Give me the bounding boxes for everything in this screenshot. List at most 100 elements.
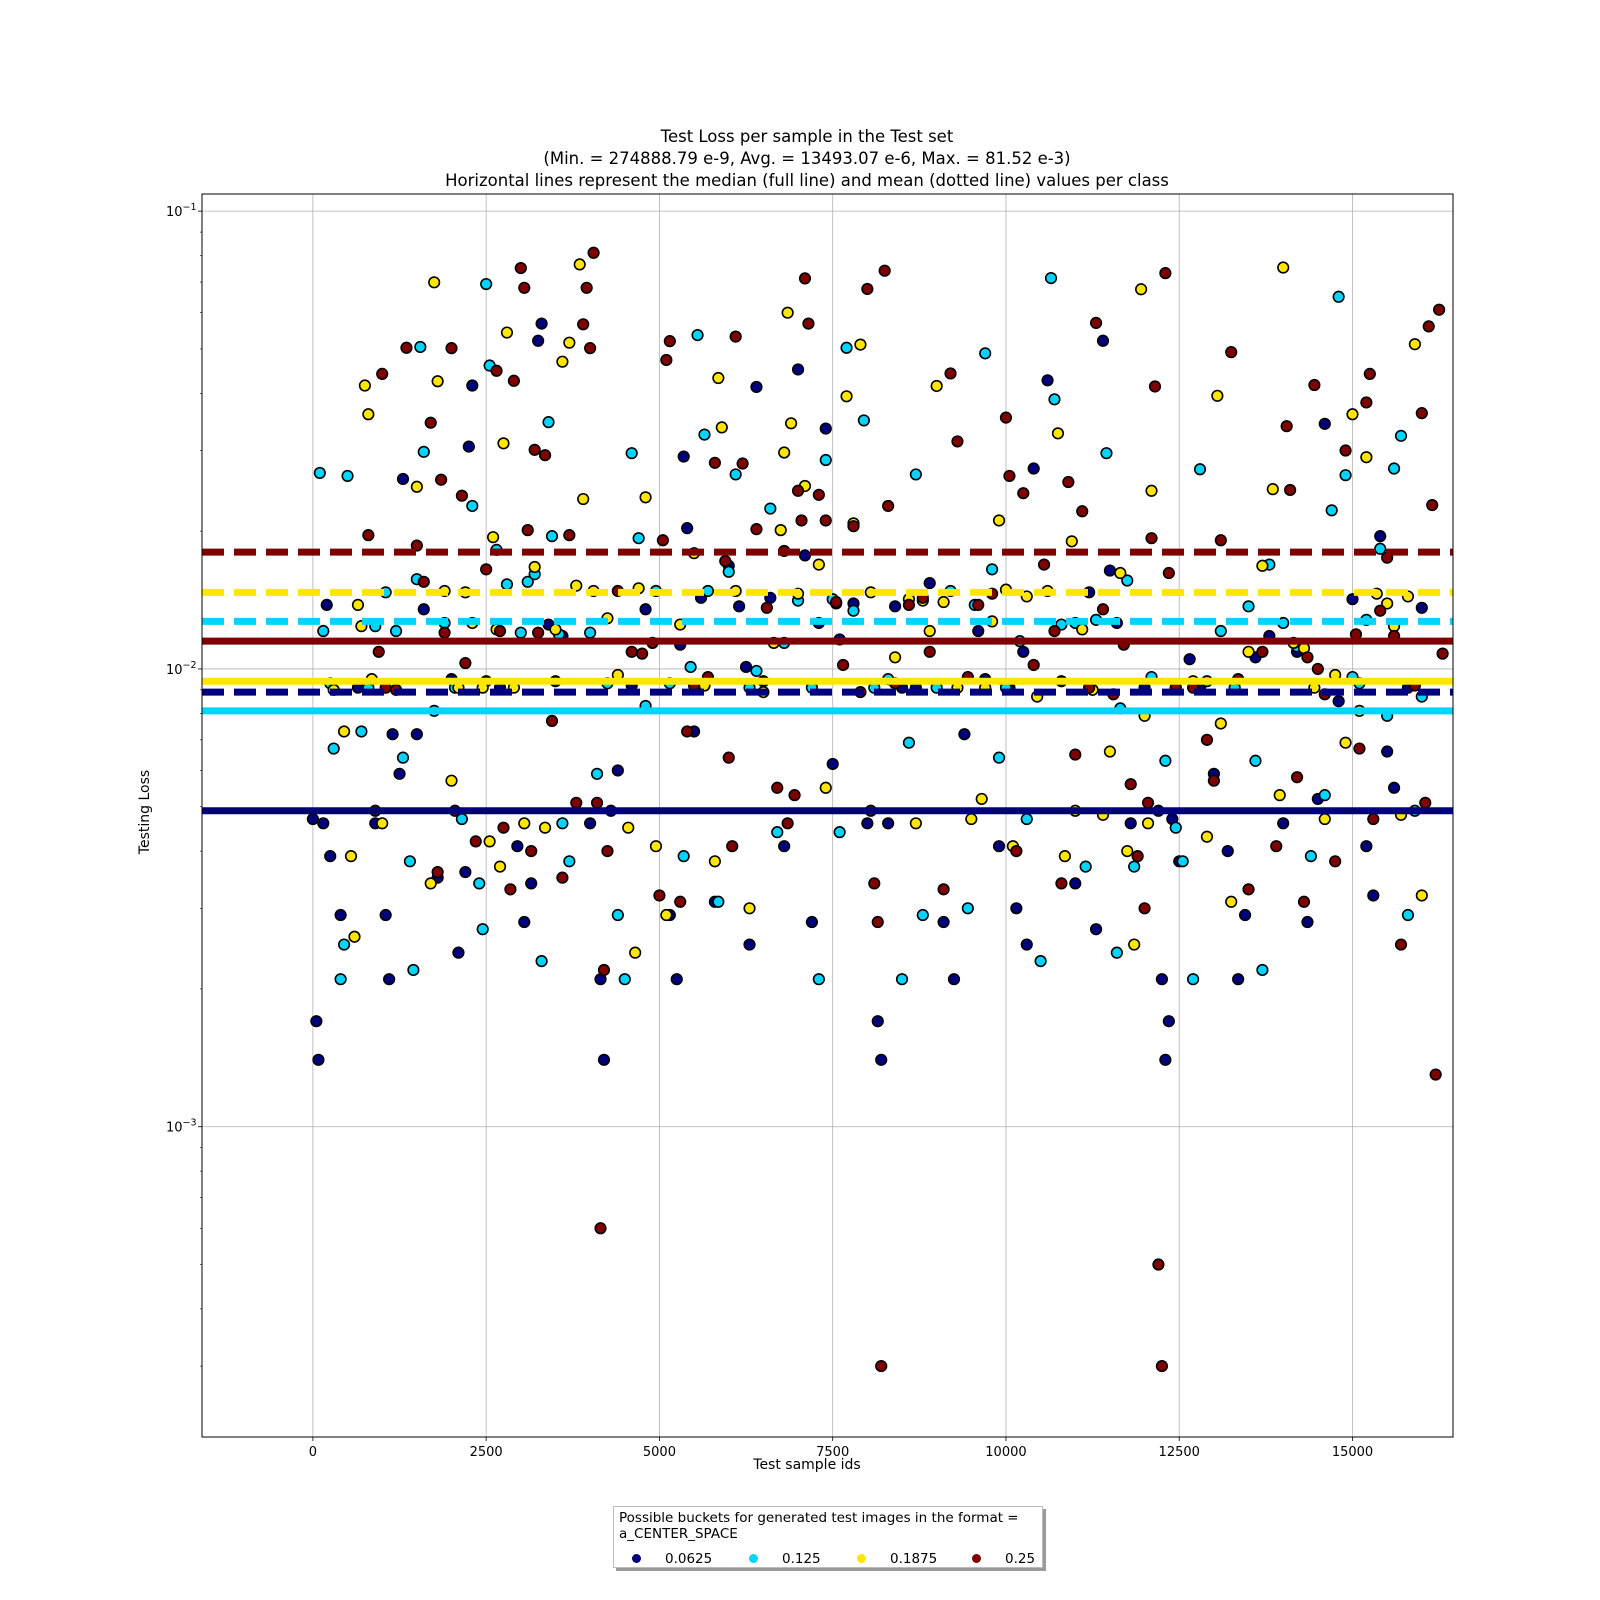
x-tick-label: 5000	[643, 1445, 676, 1460]
point-0-0625	[1367, 889, 1380, 902]
legend-item-0-25: 0.25	[972, 1551, 1035, 1567]
point-0-25	[653, 889, 666, 902]
point-0-25	[545, 714, 559, 727]
point-0-25	[791, 484, 805, 497]
point-0-25	[1207, 774, 1220, 787]
point-0-0625	[739, 660, 753, 674]
point-0-25	[1062, 475, 1075, 489]
point-0-125	[691, 329, 704, 342]
point-0-25	[507, 374, 520, 387]
point-0-125	[1121, 574, 1134, 587]
point-0-125	[1079, 860, 1092, 873]
point-0-25	[1048, 624, 1061, 638]
point-0-0625	[452, 946, 465, 959]
point-0-125	[1318, 789, 1331, 802]
point-0-125	[476, 923, 489, 936]
point-0-1875	[1051, 427, 1065, 440]
point-0-1875	[497, 437, 510, 450]
y-axis-label: Testing Loss	[137, 770, 153, 855]
point-0-125	[1304, 850, 1318, 863]
point-0-25	[1433, 303, 1446, 316]
point-0-25	[760, 601, 773, 614]
point-0-25	[1308, 378, 1321, 392]
point-0-25	[435, 473, 448, 486]
point-0-0625	[1318, 417, 1331, 430]
point-0-25	[459, 656, 472, 670]
point-0-125	[895, 973, 909, 986]
point-0-125	[514, 626, 527, 639]
point-0-25	[788, 789, 801, 802]
legend-item-0-1875: 0.1875	[857, 1551, 937, 1567]
point-0-125	[1110, 946, 1123, 959]
point-0-0625	[459, 865, 472, 879]
point-0-1875	[715, 421, 728, 434]
point-0-25	[504, 883, 517, 896]
point-0-25	[1138, 902, 1151, 915]
point-0-125	[986, 563, 999, 576]
point-0-1875	[1020, 590, 1033, 603]
point-0-0625	[310, 1015, 323, 1028]
point-0-0625	[396, 472, 410, 486]
point-0-1875	[570, 579, 583, 592]
point-0-1875	[812, 558, 825, 571]
point-0-0625	[958, 728, 971, 741]
chart-title-line-2: (Min. = 274888.79 e-9, Avg. = 13493.07 e…	[543, 149, 1070, 168]
point-0-0625	[511, 840, 524, 853]
point-0-25	[836, 658, 850, 672]
point-0-125	[632, 532, 645, 545]
point-0-1875	[1381, 597, 1394, 610]
point-0-25	[1301, 651, 1314, 664]
point-0-0625	[1183, 653, 1196, 666]
point-0-1875	[629, 946, 642, 959]
point-0-125	[1249, 754, 1262, 767]
point-0-0625	[1415, 601, 1428, 614]
point-0-25	[1436, 647, 1449, 660]
point-0-125	[1159, 754, 1172, 767]
point-0-1875	[1273, 789, 1286, 802]
point-0-1875	[483, 835, 496, 848]
point-0-0625	[743, 938, 756, 951]
point-0-25	[819, 514, 832, 527]
point-0-125	[840, 341, 853, 354]
point-0-25	[802, 317, 815, 330]
chart-title-line-1: Test Loss per sample in the Test set	[660, 127, 954, 146]
point-0-0625	[324, 850, 337, 863]
point-0-1875	[1211, 389, 1224, 402]
point-0-125	[764, 502, 777, 515]
point-0-0625	[972, 624, 985, 638]
point-0-0625	[1221, 844, 1234, 858]
point-0-25	[1429, 1068, 1442, 1081]
point-0-25	[937, 883, 950, 896]
point-0-25	[1155, 1359, 1169, 1373]
point-0-125	[1332, 290, 1345, 303]
point-0-125	[334, 973, 347, 986]
point-0-25	[972, 598, 985, 611]
point-0-1875	[351, 598, 365, 611]
point-0-125	[1394, 429, 1408, 442]
y-tick-label: 10−2	[166, 660, 197, 678]
point-0-125	[341, 469, 354, 483]
point-0-25	[1076, 505, 1089, 518]
point-0-0625	[778, 840, 791, 853]
x-tick-label: 15000	[1332, 1445, 1373, 1460]
point-0-0625	[1155, 973, 1169, 986]
point-0-1875	[975, 792, 988, 806]
point-0-25	[1284, 483, 1297, 497]
point-0-0625	[1346, 593, 1359, 606]
point-0-25	[882, 499, 895, 513]
point-0-25	[497, 821, 510, 834]
point-0-0625	[1017, 645, 1030, 658]
point-0-125	[389, 624, 403, 638]
point-0-0625	[947, 973, 961, 986]
point-0-25	[1290, 771, 1304, 784]
point-0-0625	[819, 422, 832, 435]
median-mean-lines	[202, 548, 1453, 815]
point-0-1875	[1415, 889, 1428, 902]
point-0-125	[961, 902, 974, 915]
legend-label-0-25: 0.25	[1005, 1551, 1036, 1567]
point-0-25	[431, 865, 444, 879]
point-0-125	[812, 973, 825, 986]
point-0-0625	[1159, 1053, 1172, 1066]
point-0-0625	[677, 450, 690, 463]
